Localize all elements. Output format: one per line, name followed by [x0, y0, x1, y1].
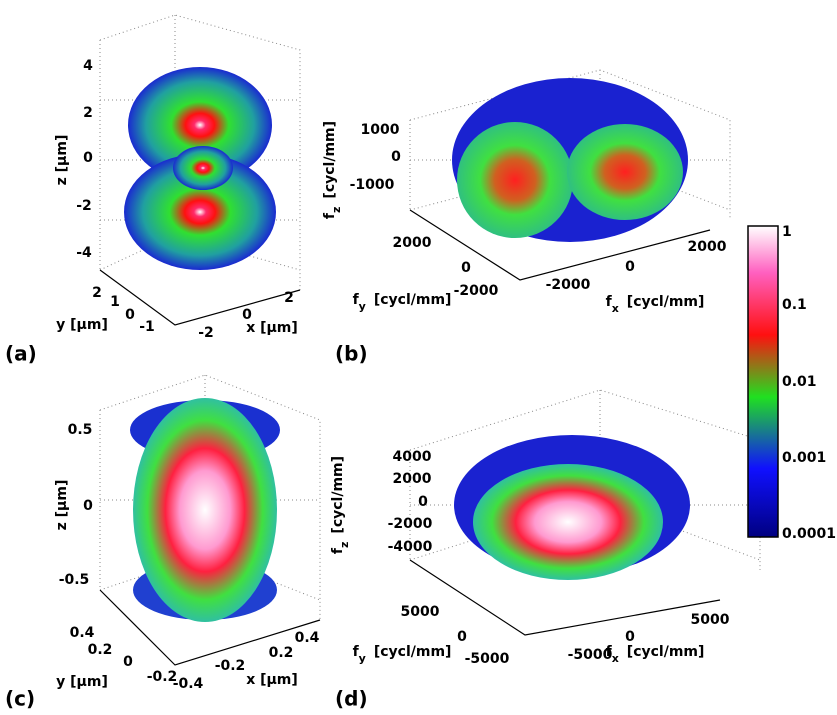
surface-b	[452, 78, 688, 242]
x-tick-label: 0	[242, 307, 252, 323]
colorbar-tick-label: 0.0001	[782, 526, 836, 542]
label-subscript: y	[359, 652, 366, 665]
z-tick-label: 2000	[393, 471, 432, 487]
label-symbol: f	[322, 212, 338, 219]
y-tick-label: -5000	[465, 651, 510, 667]
z-tick-label: 0.5	[68, 422, 93, 438]
z-tick-label: 4	[83, 58, 93, 74]
axis-label: fy [cycl/mm]	[353, 292, 452, 313]
panel-label: (d)	[335, 687, 368, 711]
x-tick-label: -0.4	[173, 676, 204, 692]
x-tick-label: 0.2	[269, 645, 294, 661]
colorbar	[747, 225, 779, 538]
label-unit: [cycl/mm]	[627, 294, 705, 310]
panel-label: (a)	[5, 342, 37, 366]
x-tick-label: 0.4	[295, 630, 320, 646]
x-tick-label: 0	[625, 629, 635, 645]
colorbar-tick-label: 0.1	[782, 297, 807, 313]
label-symbol: f	[606, 644, 613, 660]
axis-label: fy [cycl/mm]	[353, 644, 452, 665]
axis-label: x [μm]	[246, 672, 298, 688]
label-subscript: z	[330, 207, 343, 213]
x-tick-label: -0.2	[215, 658, 246, 674]
z-tick-label: 0	[391, 149, 401, 165]
label-unit: [cycl/mm]	[322, 121, 338, 199]
z-tick-label: -0.5	[59, 572, 90, 588]
y-tick-label: 2	[92, 285, 102, 301]
label-symbol: f	[606, 294, 613, 310]
x-tick-label: -5000	[568, 647, 613, 663]
z-tick-label: -4000	[388, 539, 433, 555]
y-tick-label: 5000	[401, 604, 440, 620]
label-symbol: f	[330, 547, 346, 554]
y-tick-label: 0	[123, 654, 133, 670]
label-unit: [cycl/mm]	[374, 644, 452, 660]
surface-c	[130, 398, 280, 622]
label-symbol: f	[353, 644, 360, 660]
colorbar-tick-label: 1	[782, 224, 792, 240]
colorbar-tick-label: 0.01	[782, 374, 817, 390]
label-subscript: z	[338, 542, 351, 548]
axis-label: y [μm]	[56, 674, 108, 690]
z-tick-label: 0	[418, 494, 428, 510]
axis-label: fx [cycl/mm]	[606, 294, 705, 315]
z-tick-label: -2	[76, 198, 92, 214]
z-tick-label: -1000	[350, 177, 395, 193]
label-unit: [cycl/mm]	[627, 644, 705, 660]
axis-label: z [μm]	[54, 135, 70, 186]
z-tick-label: 2	[83, 105, 93, 121]
y-tick-label: 2000	[393, 235, 432, 251]
axis-label: fx [cycl/mm]	[606, 644, 705, 665]
z-tick-label: 0	[83, 150, 93, 166]
label-subscript: x	[612, 652, 619, 665]
y-tick-label: -0.2	[147, 669, 178, 685]
x-tick-label: 5000	[691, 612, 730, 628]
y-tick-label: -1	[139, 319, 155, 335]
x-tick-label: 2000	[688, 239, 727, 255]
z-tick-label: 0	[83, 498, 93, 514]
label-symbol: f	[353, 292, 360, 308]
z-tick-label: -4	[76, 245, 92, 261]
z-tick-label: 4000	[393, 449, 432, 465]
z-tick-label: 1000	[361, 122, 400, 138]
colorbar-tick-label: 0.001	[782, 450, 826, 466]
x-tick-label: -2	[198, 325, 214, 341]
label-unit: [cycl/mm]	[374, 292, 452, 308]
z-tick-label: -2000	[388, 516, 433, 532]
axis-label: fz [cycl/mm]	[330, 456, 351, 554]
surface-d	[454, 435, 690, 580]
y-tick-label: -2000	[454, 283, 499, 299]
x-tick-label: 0	[625, 259, 635, 275]
axis-label: x [μm]	[246, 320, 298, 336]
axis-label: z [μm]	[54, 480, 70, 531]
y-tick-label: 0.2	[88, 642, 113, 658]
panel-label: (c)	[5, 687, 35, 711]
x-tick-label: -2000	[546, 277, 591, 293]
axes	[99, 209, 721, 666]
panel-label: (b)	[335, 342, 368, 366]
label-subscript: y	[359, 300, 366, 313]
y-tick-label: 0	[461, 260, 471, 276]
y-tick-label: 0	[125, 307, 135, 323]
y-tick-label: 0	[457, 629, 467, 645]
label-subscript: x	[612, 302, 619, 315]
axis-label: y [μm]	[56, 317, 108, 333]
axis-label: fz [cycl/mm]	[322, 121, 343, 219]
surface-a	[124, 67, 276, 270]
x-tick-label: 2	[284, 290, 294, 306]
y-tick-label: 1	[110, 294, 120, 310]
y-tick-label: 0.4	[70, 625, 95, 641]
label-unit: [cycl/mm]	[330, 456, 346, 534]
